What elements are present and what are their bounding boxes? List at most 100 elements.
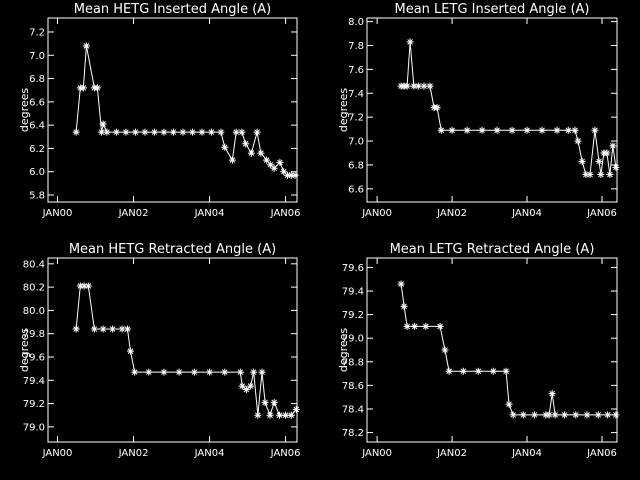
star-marker	[523, 126, 531, 134]
x-tick-label: JAN06	[586, 208, 617, 219]
x-tick-label: JAN02	[436, 208, 467, 219]
y-tick-label: 6.8	[29, 74, 45, 85]
star-marker	[538, 126, 546, 134]
star-marker	[82, 42, 90, 50]
y-tick-label: 7.6	[348, 65, 364, 76]
star-marker	[564, 126, 572, 134]
y-tick-label: 78.4	[342, 404, 364, 415]
star-marker	[505, 400, 513, 408]
star-marker	[397, 280, 405, 288]
chart-title: Mean HETG Inserted Angle (A)	[74, 2, 272, 17]
star-marker	[76, 282, 84, 290]
star-marker	[426, 82, 434, 90]
star-marker	[217, 128, 225, 136]
y-axis-label: degrees	[18, 328, 31, 373]
star-marker	[266, 161, 274, 169]
star-marker	[179, 128, 187, 136]
star-marker	[597, 171, 605, 179]
star-marker	[403, 82, 411, 90]
plot-frame	[366, 17, 618, 203]
star-marker	[459, 367, 467, 375]
star-marker	[266, 411, 274, 419]
star-marker	[131, 368, 139, 376]
star-marker	[118, 325, 126, 333]
star-marker	[72, 325, 80, 333]
x-tick-label: JAN04	[511, 448, 542, 459]
y-tick-label: 80.2	[23, 283, 45, 294]
star-marker	[287, 171, 295, 179]
star-marker	[188, 128, 196, 136]
star-marker	[463, 126, 471, 134]
star-marker	[175, 368, 183, 376]
y-tick-label: 79.8	[23, 329, 45, 340]
star-marker	[72, 128, 80, 136]
star-marker	[422, 322, 430, 330]
star-marker	[98, 128, 106, 136]
y-tick-label: 5.8	[29, 191, 45, 202]
chart-title: Mean HETG Retracted Angle (A)	[69, 242, 276, 257]
y-tick-label: 7.0	[29, 51, 45, 62]
star-marker	[582, 171, 590, 179]
star-marker	[583, 411, 591, 419]
x-tick-label: JAN02	[436, 448, 467, 459]
star-marker	[403, 322, 411, 330]
star-marker	[150, 128, 158, 136]
star-marker	[594, 411, 602, 419]
star-marker	[90, 325, 98, 333]
star-marker	[93, 84, 101, 92]
star-marker	[198, 128, 206, 136]
y-tick-label: 6.2	[29, 144, 45, 155]
star-marker	[502, 367, 510, 375]
star-marker	[242, 386, 250, 394]
star-marker	[531, 411, 539, 419]
star-marker	[160, 128, 168, 136]
star-marker	[519, 411, 527, 419]
star-marker	[548, 390, 556, 398]
y-tick-label: 79.6	[342, 263, 364, 274]
y-tick-label: 6.8	[348, 160, 364, 171]
star-marker	[221, 368, 229, 376]
x-tick-label: JAN04	[194, 448, 225, 459]
star-marker	[257, 149, 265, 157]
star-marker	[606, 171, 614, 179]
y-tick-label: 78.6	[342, 381, 364, 392]
star-marker	[574, 137, 582, 145]
star-marker	[141, 128, 149, 136]
star-marker	[145, 368, 153, 376]
star-marker	[99, 325, 107, 333]
star-marker	[261, 398, 269, 406]
y-tick-label: 6.4	[29, 121, 45, 132]
y-tick-label: 78.8	[342, 357, 364, 368]
star-marker	[478, 126, 486, 134]
star-marker	[169, 128, 177, 136]
star-marker	[578, 157, 586, 165]
star-marker	[238, 128, 246, 136]
star-marker	[420, 82, 428, 90]
y-tick-label: 80.4	[23, 259, 45, 270]
x-tick-label: JAN02	[118, 448, 149, 459]
star-marker	[247, 382, 255, 390]
star-marker	[122, 128, 130, 136]
star-marker	[414, 82, 422, 90]
x-tick-label: JAN00	[361, 448, 392, 459]
star-marker	[474, 367, 482, 375]
star-marker	[595, 157, 603, 165]
star-marker	[433, 104, 441, 112]
star-marker	[437, 126, 445, 134]
x-tick-label: JAN00	[42, 208, 73, 219]
y-tick-label: 7.2	[348, 113, 364, 124]
y-tick-label: 79.4	[23, 376, 45, 387]
star-marker	[400, 302, 408, 310]
star-marker	[448, 126, 456, 134]
y-tick-label: 6.6	[29, 97, 45, 108]
star-marker	[103, 128, 111, 136]
star-marker	[263, 156, 271, 164]
star-marker	[604, 411, 612, 419]
star-marker	[232, 128, 240, 136]
star-marker	[586, 171, 594, 179]
y-axis-label: degrees	[337, 88, 350, 133]
star-marker	[79, 84, 87, 92]
star-marker	[258, 368, 266, 376]
